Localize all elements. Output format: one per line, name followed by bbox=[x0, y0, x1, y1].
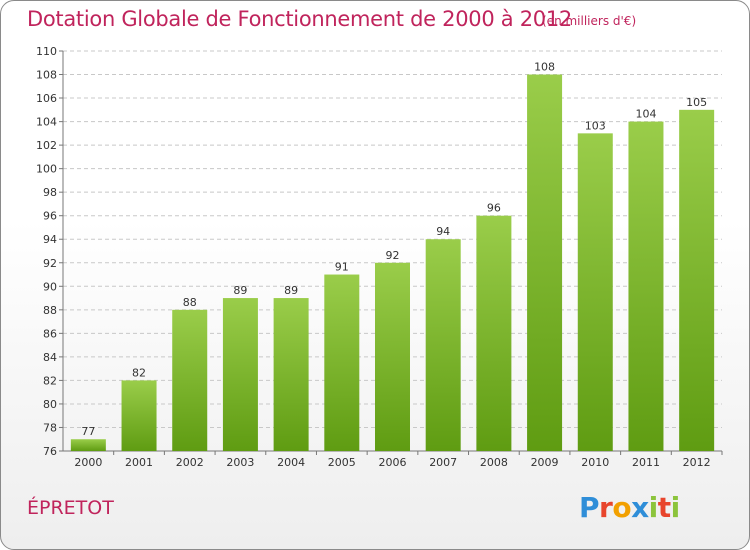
bar bbox=[222, 298, 258, 451]
data-label: 96 bbox=[487, 202, 501, 215]
bar bbox=[375, 262, 410, 451]
logo-letter: o bbox=[612, 491, 632, 524]
x-tick-label: 2008 bbox=[480, 456, 508, 469]
y-tick-label: 100 bbox=[36, 163, 57, 176]
x-tick-label: 2005 bbox=[328, 456, 356, 469]
y-tick-label: 96 bbox=[43, 210, 57, 223]
x-tick-label: 2003 bbox=[226, 456, 254, 469]
data-label: 88 bbox=[183, 296, 197, 309]
chart-title: Dotation Globale de Fonctionnement de 20… bbox=[27, 7, 572, 31]
x-tick-label: 2011 bbox=[632, 456, 660, 469]
logo-letter: i bbox=[670, 491, 681, 524]
y-tick-label: 102 bbox=[36, 139, 57, 152]
y-tick-label: 84 bbox=[43, 351, 57, 364]
bar bbox=[577, 133, 613, 451]
x-tick-label: 2010 bbox=[581, 456, 609, 469]
data-label: 82 bbox=[132, 366, 146, 379]
data-label: 104 bbox=[635, 108, 656, 121]
y-tick-label: 88 bbox=[43, 304, 57, 317]
data-label: 91 bbox=[335, 261, 349, 274]
x-tick-label: 2009 bbox=[531, 456, 559, 469]
x-tick-label: 2012 bbox=[683, 456, 711, 469]
logo-letter: P bbox=[579, 491, 600, 524]
x-tick-label: 2006 bbox=[379, 456, 407, 469]
bar bbox=[121, 380, 157, 451]
y-tick-label: 106 bbox=[36, 92, 57, 105]
x-tick-label: 2000 bbox=[74, 456, 102, 469]
logo-letter: i bbox=[648, 491, 659, 524]
logo-letter: t bbox=[657, 491, 671, 524]
bar bbox=[476, 215, 512, 451]
data-label: 103 bbox=[585, 119, 606, 132]
y-tick-label: 78 bbox=[43, 421, 57, 434]
x-tick-label: 2002 bbox=[176, 456, 204, 469]
x-tick-label: 2001 bbox=[125, 456, 153, 469]
logo-letter: r bbox=[599, 491, 613, 524]
bar bbox=[628, 121, 664, 452]
chart-subtitle: (en milliers d'€) bbox=[542, 14, 637, 28]
y-tick-label: 92 bbox=[43, 257, 57, 270]
bar bbox=[425, 239, 461, 451]
bar bbox=[679, 109, 715, 451]
bar bbox=[172, 309, 208, 451]
y-tick-label: 76 bbox=[43, 445, 57, 458]
data-label: 89 bbox=[284, 284, 298, 297]
bar bbox=[527, 74, 563, 451]
data-label: 105 bbox=[686, 96, 707, 109]
y-tick-label: 86 bbox=[43, 327, 57, 340]
y-tick-label: 82 bbox=[43, 374, 57, 387]
y-tick-label: 108 bbox=[36, 69, 57, 82]
data-label: 108 bbox=[534, 61, 555, 74]
y-tick-label: 94 bbox=[43, 233, 57, 246]
y-tick-label: 90 bbox=[43, 280, 57, 293]
y-tick-label: 104 bbox=[36, 116, 57, 129]
commune-name: ÉPRETOT bbox=[27, 497, 114, 519]
bar bbox=[273, 298, 309, 451]
logo-letter: x bbox=[631, 491, 649, 524]
y-tick-label: 80 bbox=[43, 398, 57, 411]
x-tick-label: 2004 bbox=[277, 456, 305, 469]
data-label: 77 bbox=[81, 425, 95, 438]
bar bbox=[324, 274, 360, 451]
bar bbox=[70, 439, 106, 451]
data-label: 92 bbox=[386, 249, 400, 262]
y-tick-label: 110 bbox=[36, 45, 57, 58]
x-tick-label: 2007 bbox=[429, 456, 457, 469]
y-tick-label: 98 bbox=[43, 186, 57, 199]
data-label: 89 bbox=[233, 284, 247, 297]
data-label: 94 bbox=[436, 225, 450, 238]
proxiti-logo[interactable]: Proxiti bbox=[579, 491, 680, 524]
